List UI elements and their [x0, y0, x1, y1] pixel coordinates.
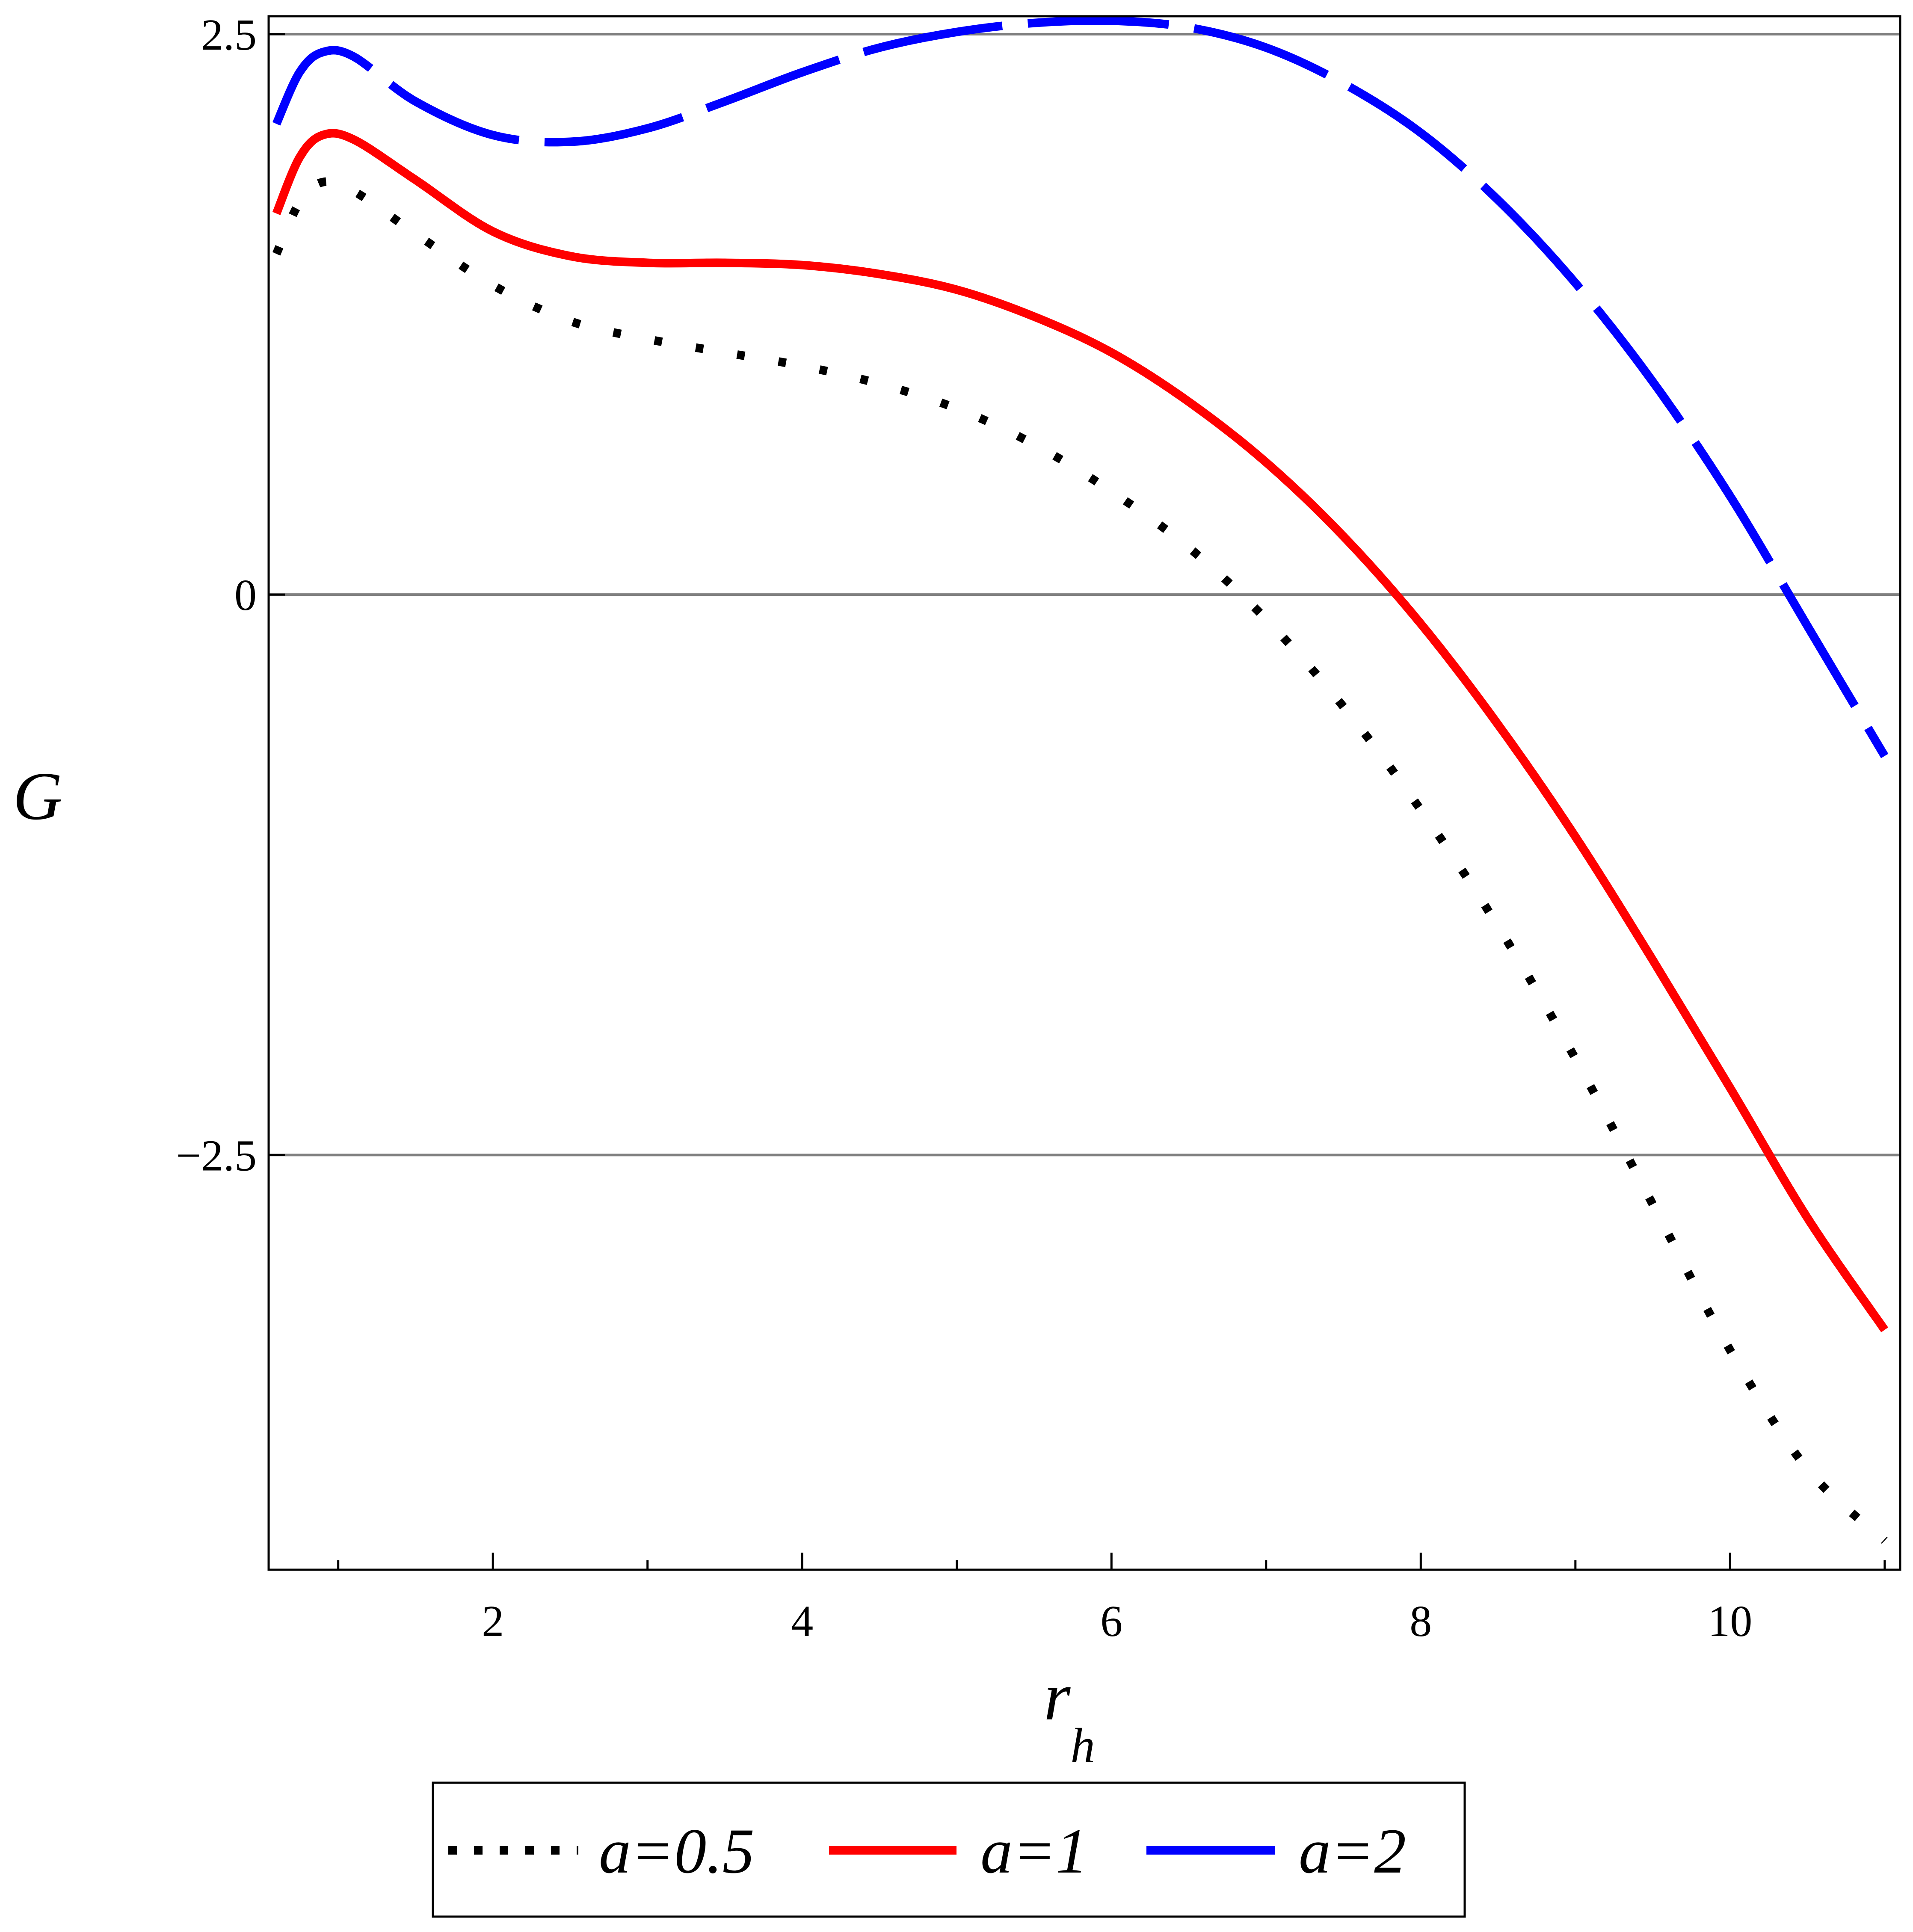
legend: a=0.5 a=1 a=2: [432, 1781, 1466, 1918]
series-line-3: [272, 16, 1889, 758]
x-axis-title: rh: [1044, 1658, 1095, 1773]
x-tick-label: 10: [1708, 1597, 1752, 1646]
y-tick-label: −2.5: [176, 1131, 257, 1180]
series-line-1: [272, 177, 1888, 1544]
labels-layer: 2.5 0 −2.5 2 4 6 8 10: [176, 10, 1752, 1646]
plot-frame: [267, 15, 1901, 1571]
y-tick-label: 0: [234, 571, 257, 620]
grid-layer: [269, 33, 1900, 1157]
legend-label-1: a=0.5: [599, 1816, 755, 1887]
x-tick-label: 2: [482, 1597, 504, 1646]
series-layer: [272, 16, 1889, 1544]
series-line-2: [272, 129, 1889, 1332]
y-axis-title: G: [13, 758, 62, 834]
ticks-layer: [269, 33, 1886, 1570]
legend-label-2: a=1: [980, 1816, 1088, 1887]
y-tick-label: 2.5: [201, 10, 257, 59]
x-axis-title-sub: h: [1070, 1719, 1095, 1773]
x-tick-label: 6: [1100, 1597, 1122, 1646]
legend-label-3: a=2: [1299, 1816, 1406, 1887]
y-axis-title-text: G: [13, 758, 62, 834]
x-tick-label: 8: [1410, 1597, 1432, 1646]
x-axis-title-main: r: [1044, 1658, 1071, 1734]
x-tick-label: 4: [791, 1597, 813, 1646]
